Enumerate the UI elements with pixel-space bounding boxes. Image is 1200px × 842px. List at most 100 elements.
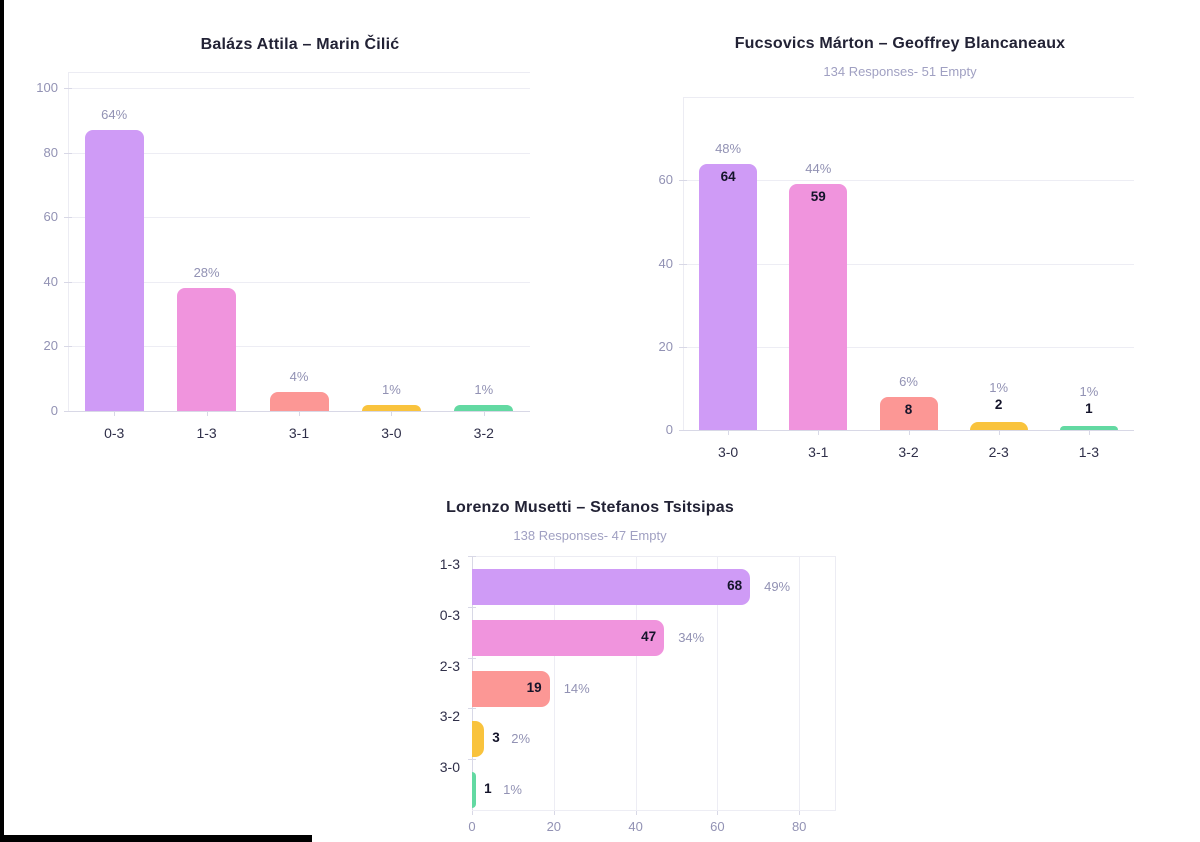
x-axis-tick bbox=[717, 810, 719, 815]
x-axis-tick bbox=[799, 810, 801, 815]
bar-3-2[interactable] bbox=[879, 396, 938, 430]
y-tick-label-100: 100 bbox=[36, 80, 58, 96]
plot-area: 0 20 40 60 80 100 64% 0-3 28% 1-3 4% 3-1 1% 3-0 1% 3-2 bbox=[30, 22, 570, 462]
gridline bbox=[635, 556, 637, 810]
gridline bbox=[553, 556, 555, 810]
chart-title: Fucsovics Márton – Geoffrey Blancaneaux bbox=[734, 35, 1066, 52]
chart-fucsovics-marton-geoffrey-blancaneaux: Fucsovics Márton – Geoffrey Blancaneaux … bbox=[630, 22, 1170, 467]
category-label-3-1: 3-1 bbox=[808, 444, 829, 460]
bar-0-3[interactable] bbox=[472, 619, 665, 656]
y-axis-tick bbox=[679, 180, 687, 182]
bar-3-1[interactable] bbox=[789, 184, 848, 430]
x-category-tick bbox=[998, 430, 1000, 435]
count-label-3-1: 59 bbox=[810, 189, 826, 205]
category-label-3-2: 3-2 bbox=[473, 425, 494, 441]
x-category-tick bbox=[1088, 430, 1090, 435]
y-axis-tick bbox=[64, 152, 72, 154]
category-label-3-0: 3-0 bbox=[439, 759, 460, 776]
bar-1-3[interactable] bbox=[472, 569, 751, 605]
plot-frame bbox=[472, 556, 836, 810]
x-category-tick bbox=[728, 430, 730, 435]
percent-label-0-3: 34% bbox=[678, 629, 705, 645]
percent-label-3-1: 44% bbox=[805, 161, 832, 177]
gridline bbox=[683, 263, 1134, 265]
y-tick-label-20: 20 bbox=[43, 338, 58, 354]
bar-2-3[interactable] bbox=[472, 670, 550, 707]
category-label-2-3: 2-3 bbox=[988, 444, 1009, 460]
bar-3-0[interactable] bbox=[472, 772, 477, 809]
gridline bbox=[799, 556, 801, 810]
chart-lorenzo-musetti-stefanos-tsitsipas: Lorenzo Musetti – Stefanos Tsitsipas 138… bbox=[330, 495, 850, 842]
count-label-2-3: 2 bbox=[994, 396, 1003, 412]
y-axis-tick bbox=[64, 281, 72, 283]
bar-3-2[interactable] bbox=[454, 404, 514, 411]
bar-3-0[interactable] bbox=[361, 404, 421, 411]
bar-3-1[interactable] bbox=[269, 391, 329, 411]
category-label-3-2: 3-2 bbox=[439, 708, 460, 725]
percent-label-1-3: 49% bbox=[764, 579, 791, 594]
gridline bbox=[683, 180, 1134, 182]
x-tick-label-80: 80 bbox=[791, 819, 807, 834]
chart-subtitle: 134 Responses- 51 Empty bbox=[823, 64, 977, 79]
screen-left-edge-bar bbox=[0, 0, 4, 842]
category-label-3-0: 3-0 bbox=[381, 425, 402, 441]
count-label-1-3: 1 bbox=[1085, 400, 1093, 416]
category-label-1-3: 1-3 bbox=[1078, 444, 1099, 460]
percent-label-3-2: 2% bbox=[511, 731, 531, 747]
x-category-tick bbox=[206, 411, 208, 416]
category-label-3-1: 3-1 bbox=[288, 425, 310, 441]
y-tick-label-40: 40 bbox=[43, 273, 58, 289]
count-label-3-0: 1 bbox=[484, 781, 492, 797]
count-label-3-2: 8 bbox=[904, 401, 913, 417]
chart-balazs-attila-marin-cilic: Balázs Attila – Marin Čilić 0 20 40 60 80 100… bbox=[30, 22, 570, 462]
count-label-1-3: 68 bbox=[727, 578, 743, 593]
category-label-3-0: 3-0 bbox=[717, 444, 739, 460]
x-axis-tick bbox=[472, 810, 473, 815]
screen-bottom-edge-bar bbox=[0, 835, 312, 842]
chart-subtitle: 138 Responses- 47 Empty bbox=[513, 528, 667, 543]
x-axis-tick bbox=[553, 810, 555, 815]
percent-label-3-0: 1% bbox=[381, 381, 401, 397]
y-category-tick bbox=[468, 657, 476, 659]
gridline bbox=[68, 88, 530, 90]
plot-area: 0 20 40 60 80 1-3 68 49% 0-3 47 34% 2-3 19 14% 3-2 3 2% 3… bbox=[330, 495, 850, 842]
percent-label-3-0: 48% bbox=[715, 140, 742, 156]
count-label-3-0: 64 bbox=[720, 168, 736, 184]
x-category-tick bbox=[908, 430, 910, 435]
x-tick-label-60: 60 bbox=[710, 819, 725, 834]
gridline bbox=[683, 346, 1134, 348]
x-axis-tick bbox=[635, 810, 637, 815]
x-tick-label-0: 0 bbox=[468, 819, 476, 834]
y-tick-label-0: 0 bbox=[665, 422, 673, 437]
bar-3-0[interactable] bbox=[699, 163, 758, 430]
gridline bbox=[68, 281, 530, 283]
x-category-tick bbox=[818, 430, 820, 435]
bar-3-2[interactable] bbox=[472, 721, 485, 758]
gridline bbox=[68, 217, 530, 219]
bar-2-3[interactable] bbox=[969, 421, 1028, 430]
y-tick-label-60: 60 bbox=[658, 172, 673, 188]
bar-1-3[interactable] bbox=[1059, 425, 1118, 430]
x-axis-line bbox=[472, 810, 836, 811]
y-category-tick bbox=[468, 759, 476, 761]
bar-1-3[interactable] bbox=[177, 288, 237, 411]
count-label-2-3: 19 bbox=[526, 679, 542, 695]
x-tick-label-40: 40 bbox=[628, 819, 643, 834]
count-label-3-2: 3 bbox=[492, 730, 500, 746]
category-label-0-3: 0-3 bbox=[104, 425, 125, 441]
y-axis-tick bbox=[64, 217, 72, 219]
y-tick-label-60: 60 bbox=[43, 209, 58, 225]
category-label-1-3: 1-3 bbox=[439, 556, 460, 572]
y-axis-tick bbox=[64, 346, 72, 348]
y-axis-tick bbox=[679, 263, 687, 265]
chart-title: Lorenzo Musetti – Stefanos Tsitsipas bbox=[446, 499, 734, 516]
category-label-1-3: 1-3 bbox=[196, 425, 217, 441]
percent-label-3-2: 6% bbox=[899, 373, 918, 389]
x-category-tick bbox=[114, 411, 116, 416]
bar-0-3[interactable] bbox=[84, 130, 144, 411]
plot-frame bbox=[68, 72, 530, 411]
y-category-tick bbox=[468, 556, 476, 557]
y-tick-label-80: 80 bbox=[43, 144, 58, 160]
y-category-tick bbox=[468, 708, 476, 710]
percent-label-2-3: 14% bbox=[563, 680, 590, 696]
